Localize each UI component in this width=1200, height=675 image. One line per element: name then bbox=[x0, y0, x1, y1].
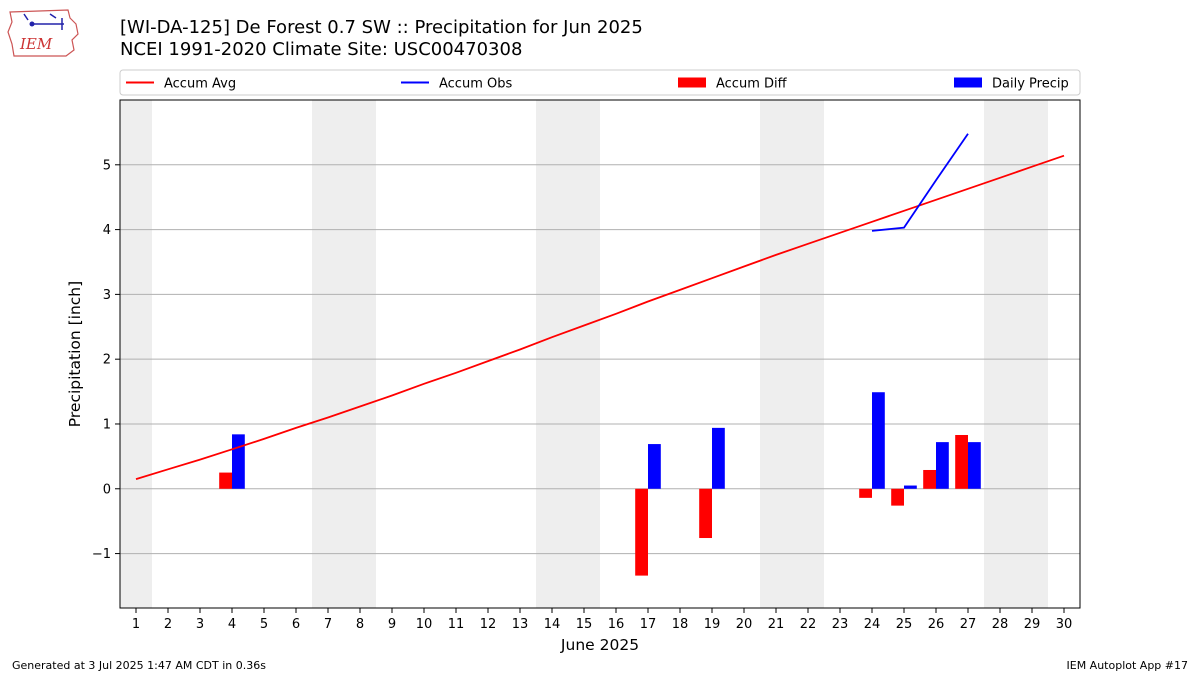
x-tick-label-12: 12 bbox=[480, 617, 497, 632]
x-tick-label-7: 7 bbox=[324, 617, 332, 632]
x-tick-label-1: 1 bbox=[132, 617, 140, 632]
weekend-band-15 bbox=[568, 100, 600, 608]
weekend-band-14 bbox=[536, 100, 568, 608]
x-tick-label-26: 26 bbox=[928, 617, 945, 632]
x-tick-label-11: 11 bbox=[448, 617, 465, 632]
weekend-band-7 bbox=[312, 100, 344, 608]
weekend-band-21 bbox=[760, 100, 792, 608]
accum-avg-legend-label: Accum Avg bbox=[164, 77, 236, 92]
x-tick-label-18: 18 bbox=[672, 617, 689, 632]
chart-subtitle: NCEI 1991-2020 Climate Site: USC00470308 bbox=[120, 39, 523, 60]
generated-timestamp: Generated at 3 Jul 2025 1:47 AM CDT in 0… bbox=[12, 659, 266, 672]
x-tick-label-19: 19 bbox=[704, 617, 721, 632]
weekend-band-1 bbox=[120, 100, 152, 608]
x-tick-label-6: 6 bbox=[292, 617, 300, 632]
x-tick-label-30: 30 bbox=[1056, 617, 1073, 632]
x-tick-label-22: 22 bbox=[800, 617, 817, 632]
x-tick-label-4: 4 bbox=[228, 617, 236, 632]
weekend-band-8 bbox=[344, 100, 376, 608]
weekend-band-22 bbox=[792, 100, 824, 608]
x-tick-label-2: 2 bbox=[164, 617, 172, 632]
accum-avg-line bbox=[135, 154, 1065, 480]
daily-precip-bar-19 bbox=[712, 427, 725, 489]
x-tick-label-9: 9 bbox=[388, 617, 396, 632]
weekend-band-29 bbox=[1016, 100, 1048, 608]
accum-diff-bar-27 bbox=[955, 434, 968, 489]
y-tick-label-4: 4 bbox=[103, 223, 111, 238]
svg-text:IEM: IEM bbox=[19, 35, 53, 53]
x-tick-label-14: 14 bbox=[544, 617, 561, 632]
y-tick-label-5: 5 bbox=[103, 158, 111, 173]
x-tick-label-20: 20 bbox=[736, 617, 753, 632]
daily-precip-legend-label: Daily Precip bbox=[992, 77, 1069, 92]
daily-precip-bar-24 bbox=[872, 392, 885, 489]
y-tick-label-3: 3 bbox=[103, 288, 111, 303]
y-axis-label: Precipitation [inch] bbox=[66, 281, 84, 427]
y-tick-label-1: 1 bbox=[103, 417, 111, 432]
iem-logo: IEM bbox=[6, 4, 82, 60]
x-tick-label-13: 13 bbox=[512, 617, 529, 632]
x-tick-label-10: 10 bbox=[416, 617, 433, 632]
x-tick-label-29: 29 bbox=[1024, 617, 1041, 632]
daily-precip-bar-26 bbox=[936, 442, 949, 489]
legend-box bbox=[119, 69, 1081, 96]
y-tick-label-2: 2 bbox=[103, 353, 111, 368]
accum-diff-legend-handle bbox=[678, 77, 706, 88]
x-tick-label-3: 3 bbox=[196, 617, 204, 632]
x-tick-label-24: 24 bbox=[864, 617, 881, 632]
accum-diff-bar-19 bbox=[699, 488, 712, 539]
plot-frame bbox=[119, 99, 1081, 609]
accum-diff-legend-label: Accum Diff bbox=[716, 77, 788, 92]
daily-precip-bar-4 bbox=[232, 434, 245, 489]
accum-diff-bar-17 bbox=[635, 488, 648, 576]
daily-precip-bar-17 bbox=[648, 444, 661, 489]
x-tick-label-23: 23 bbox=[832, 617, 849, 632]
accum-diff-bar-26 bbox=[923, 469, 936, 489]
x-tick-label-17: 17 bbox=[640, 617, 657, 632]
x-axis-label: June 2025 bbox=[560, 636, 639, 654]
accum-diff-bar-25 bbox=[891, 488, 904, 506]
daily-precip-legend-handle bbox=[954, 77, 982, 88]
y-tick-label-0: 0 bbox=[103, 482, 111, 497]
weekend-band-28 bbox=[984, 100, 1016, 608]
x-tick-label-16: 16 bbox=[608, 617, 625, 632]
x-tick-label-25: 25 bbox=[896, 617, 913, 632]
y-tick-label--1: −1 bbox=[92, 547, 111, 562]
app-credit: IEM Autoplot App #17 bbox=[1066, 659, 1189, 672]
x-tick-label-8: 8 bbox=[356, 617, 364, 632]
daily-precip-bar-27 bbox=[968, 442, 981, 489]
chart-title: [WI-DA-125] De Forest 0.7 SW :: Precipit… bbox=[120, 17, 643, 38]
accum-diff-bar-4 bbox=[219, 472, 232, 489]
x-tick-label-27: 27 bbox=[960, 617, 977, 632]
x-tick-label-28: 28 bbox=[992, 617, 1009, 632]
x-tick-label-5: 5 bbox=[260, 617, 268, 632]
accum-obs-legend-label: Accum Obs bbox=[439, 77, 512, 92]
x-tick-label-21: 21 bbox=[768, 617, 785, 632]
accum-diff-bar-24 bbox=[859, 488, 872, 498]
accum-obs-line bbox=[871, 133, 969, 232]
x-tick-label-15: 15 bbox=[576, 617, 593, 632]
daily-precip-bar-25 bbox=[904, 485, 917, 489]
